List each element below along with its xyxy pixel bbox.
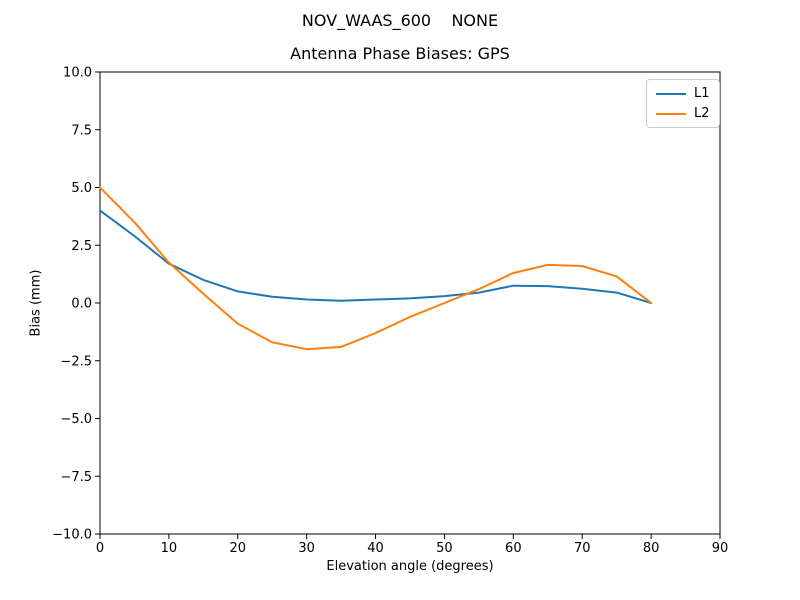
legend-line-swatch	[656, 112, 686, 115]
y-tick-label: 0.0	[71, 297, 92, 312]
y-tick-label: −2.5	[60, 354, 92, 369]
legend-entry-l1: L1	[656, 87, 710, 100]
x-tick-label: 50	[436, 541, 453, 556]
legend-label: L1	[694, 86, 710, 101]
y-tick-label: 2.5	[71, 239, 92, 254]
chart-title: Antenna Phase Biases: GPS	[290, 44, 510, 63]
x-tick-label: 30	[298, 541, 315, 556]
series-line-l2	[99, 186, 653, 351]
x-tick-label: 0	[96, 541, 104, 556]
x-tick-label: 10	[161, 541, 178, 556]
x-tick-label: 80	[643, 541, 660, 556]
x-tick-label: 20	[230, 541, 247, 556]
x-tick-label: 60	[505, 541, 522, 556]
legend-line-swatch	[656, 92, 686, 95]
axes-frame	[99, 71, 721, 535]
y-tick-label: −5.0	[60, 412, 92, 427]
x-tick-label: 40	[367, 541, 384, 556]
x-tick-label: 70	[574, 541, 591, 556]
y-tick-label: −7.5	[60, 470, 92, 485]
figure-suptitle: NOV_WAAS_600 NONE	[301, 11, 499, 30]
y-tick-label: −10.0	[52, 528, 92, 543]
x-axis-label: Elevation angle (degrees)	[326, 559, 494, 574]
y-axis-label: Bias (mm)	[28, 269, 44, 337]
legend-label: L2	[694, 106, 710, 121]
y-tick-label: 10.0	[63, 66, 92, 81]
y-tick-label: 7.5	[71, 123, 92, 138]
series-line-l1	[99, 209, 653, 304]
x-tick-label: 90	[712, 541, 729, 556]
legend-entry-l2: L2	[656, 107, 710, 120]
legend-box: L1 L2	[646, 79, 720, 128]
y-tick-label: 5.0	[71, 181, 92, 196]
